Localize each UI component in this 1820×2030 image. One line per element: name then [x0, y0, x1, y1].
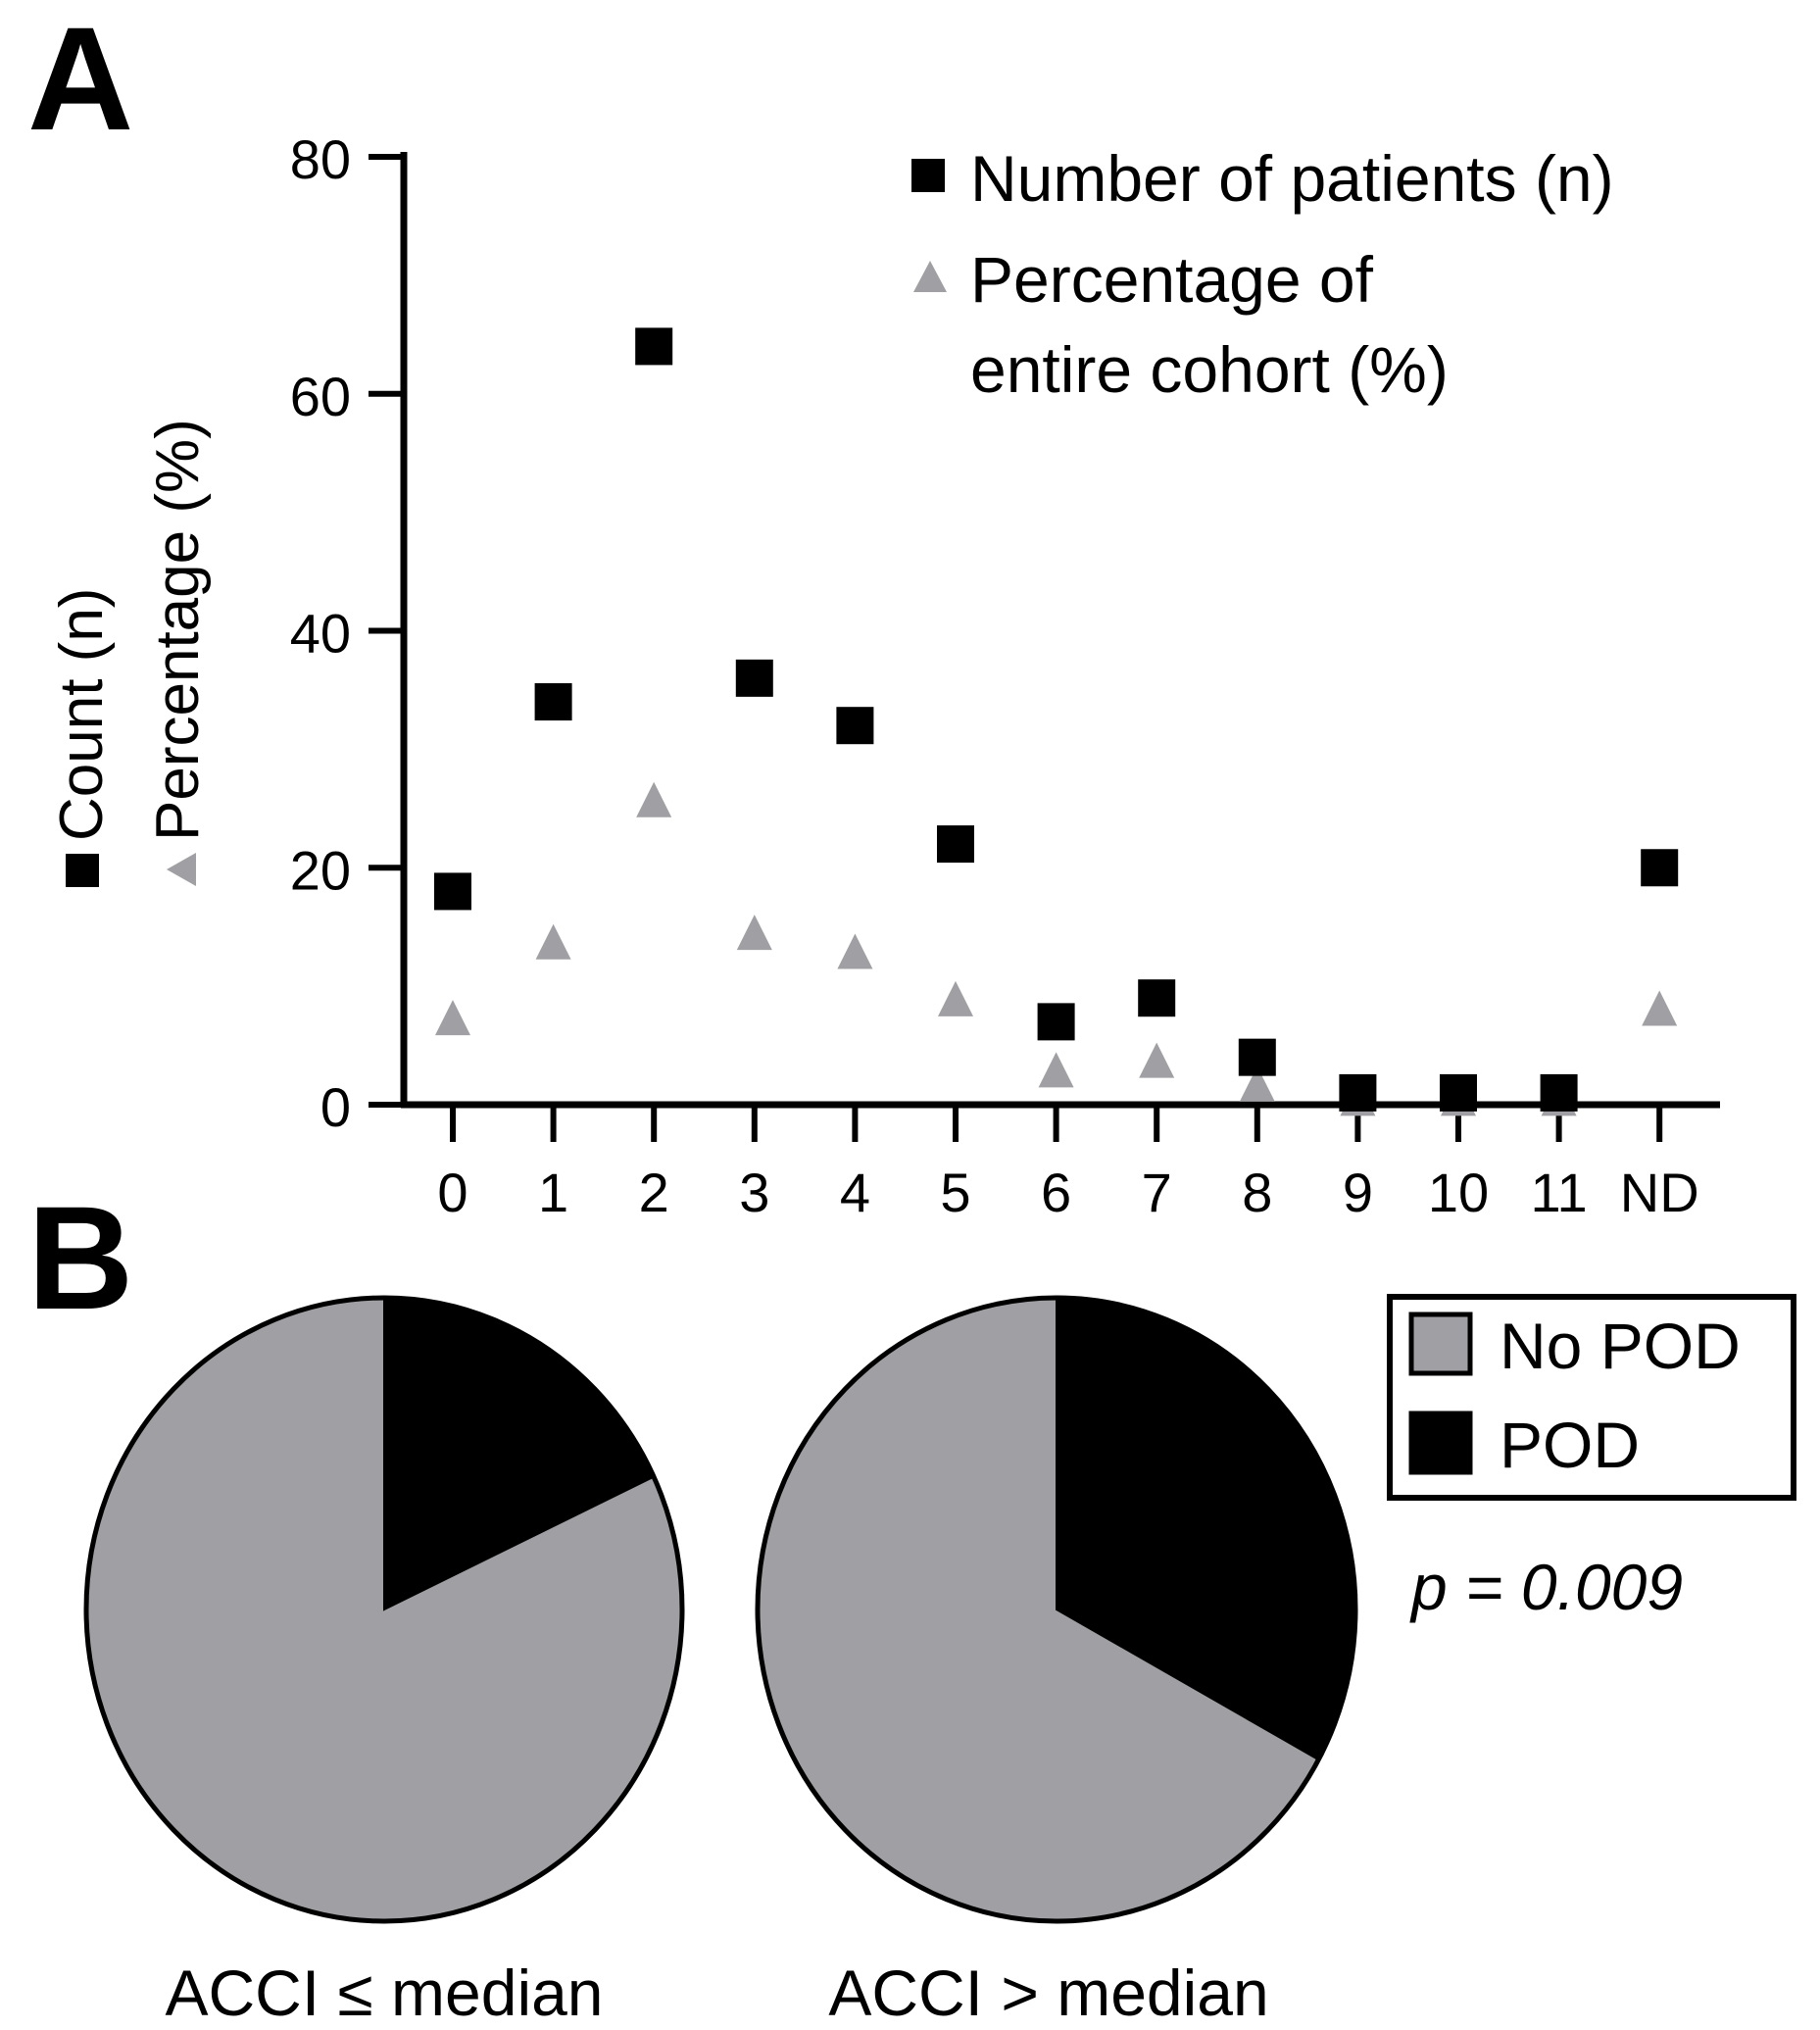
square-point	[937, 825, 974, 864]
pie-legend-box	[1387, 1294, 1796, 1501]
pie-outline	[755, 1295, 1358, 1924]
triangle-point	[1642, 990, 1678, 1026]
legend-entry-no-pod: No POD	[1500, 1310, 1741, 1382]
scatter-plot: 0 20 40 60 80 0 1 2 3 4 5 6 7 8 9 10 11 ND Count (n) Per…	[48, 128, 1720, 1223]
p-value: p = 0.009	[1409, 1551, 1683, 1623]
y-ticks: 0 20 40 60 80	[290, 128, 404, 1138]
triangle-point	[736, 915, 772, 951]
pie-outline	[83, 1295, 685, 1924]
triangle-point	[435, 1000, 470, 1036]
x-tick-label: ND	[1620, 1162, 1699, 1223]
x-tick-label: 7	[1142, 1162, 1172, 1223]
pie-label-high: ACCI > median	[828, 1956, 1268, 2029]
y-label-triangle-marker	[167, 853, 196, 886]
triangle-point	[636, 781, 672, 817]
triangle-point	[837, 933, 873, 969]
pie-1	[755, 1295, 1358, 1924]
square-point	[1540, 1073, 1578, 1112]
no-pod-swatch	[1408, 1312, 1473, 1376]
y-axis-label-line1: Count (n)	[48, 588, 116, 841]
pie-label-low: ACCI ≤ median	[165, 1956, 603, 2029]
y-axis-label-line2: Percentage (%)	[144, 419, 212, 841]
x-tick-label: 6	[1041, 1162, 1071, 1223]
y-axis-label: Count (n) Percentage (%)	[48, 419, 212, 887]
y-tick-label: 60	[290, 366, 351, 427]
triangle-point	[535, 923, 571, 960]
legend-triangle-icon	[913, 261, 947, 292]
square-point	[1138, 979, 1176, 1017]
triangle-point	[938, 980, 973, 1016]
triangle-point	[1139, 1042, 1175, 1078]
pie-charts	[83, 1295, 1358, 1924]
triangle-point	[1038, 1052, 1074, 1088]
x-tick-label: 8	[1242, 1162, 1272, 1223]
x-tick-label: 10	[1428, 1162, 1489, 1223]
y-tick-label: 40	[290, 603, 351, 665]
y-tick-label: 20	[290, 839, 351, 901]
square-point	[534, 683, 572, 721]
legend-entry-count: Number of patients (n)	[970, 142, 1614, 215]
legend-entry-percentage-line2: entire cohort (%)	[970, 333, 1449, 406]
square-point	[434, 872, 471, 911]
pie-0	[83, 1295, 685, 1924]
x-tick-label: 2	[639, 1162, 669, 1223]
panel-label-a: A	[27, 0, 133, 161]
x-tick-label: 3	[739, 1162, 769, 1223]
x-tick-label: 11	[1531, 1162, 1588, 1223]
legend-entry-percentage-line1: Percentage of	[970, 243, 1374, 316]
x-tick-label: 1	[538, 1162, 568, 1223]
pod-swatch	[1408, 1411, 1473, 1475]
x-tick-label: 9	[1343, 1162, 1373, 1223]
legend-entry-pod: POD	[1500, 1409, 1640, 1481]
y-tick-label: 80	[290, 128, 351, 190]
square-point	[1037, 1003, 1075, 1041]
square-point	[1641, 849, 1679, 887]
x-tick-label: 5	[940, 1162, 970, 1223]
square-point	[1339, 1073, 1377, 1112]
triangle-point	[1239, 1065, 1275, 1102]
y-label-square-marker	[66, 854, 99, 887]
series-percentage	[435, 781, 1678, 1116]
square-point	[836, 707, 874, 745]
series-count	[434, 327, 1679, 1112]
square-point	[735, 659, 773, 697]
square-point	[635, 327, 673, 366]
square-point	[1238, 1038, 1276, 1076]
legend-square-icon	[911, 159, 945, 192]
x-ticks: 0 1 2 3 4 5 6 7 8 9 10 11 ND	[437, 1105, 1699, 1223]
x-tick-label: 0	[437, 1162, 467, 1223]
x-tick-label: 4	[840, 1162, 870, 1223]
panel-label-b: B	[27, 1175, 133, 1340]
scatter-legend: Number of patients (n) Percentage of ent…	[911, 142, 1614, 406]
y-tick-label: 0	[320, 1076, 351, 1138]
square-point	[1440, 1073, 1477, 1112]
pie-legend: No POD POD	[1387, 1294, 1796, 1501]
